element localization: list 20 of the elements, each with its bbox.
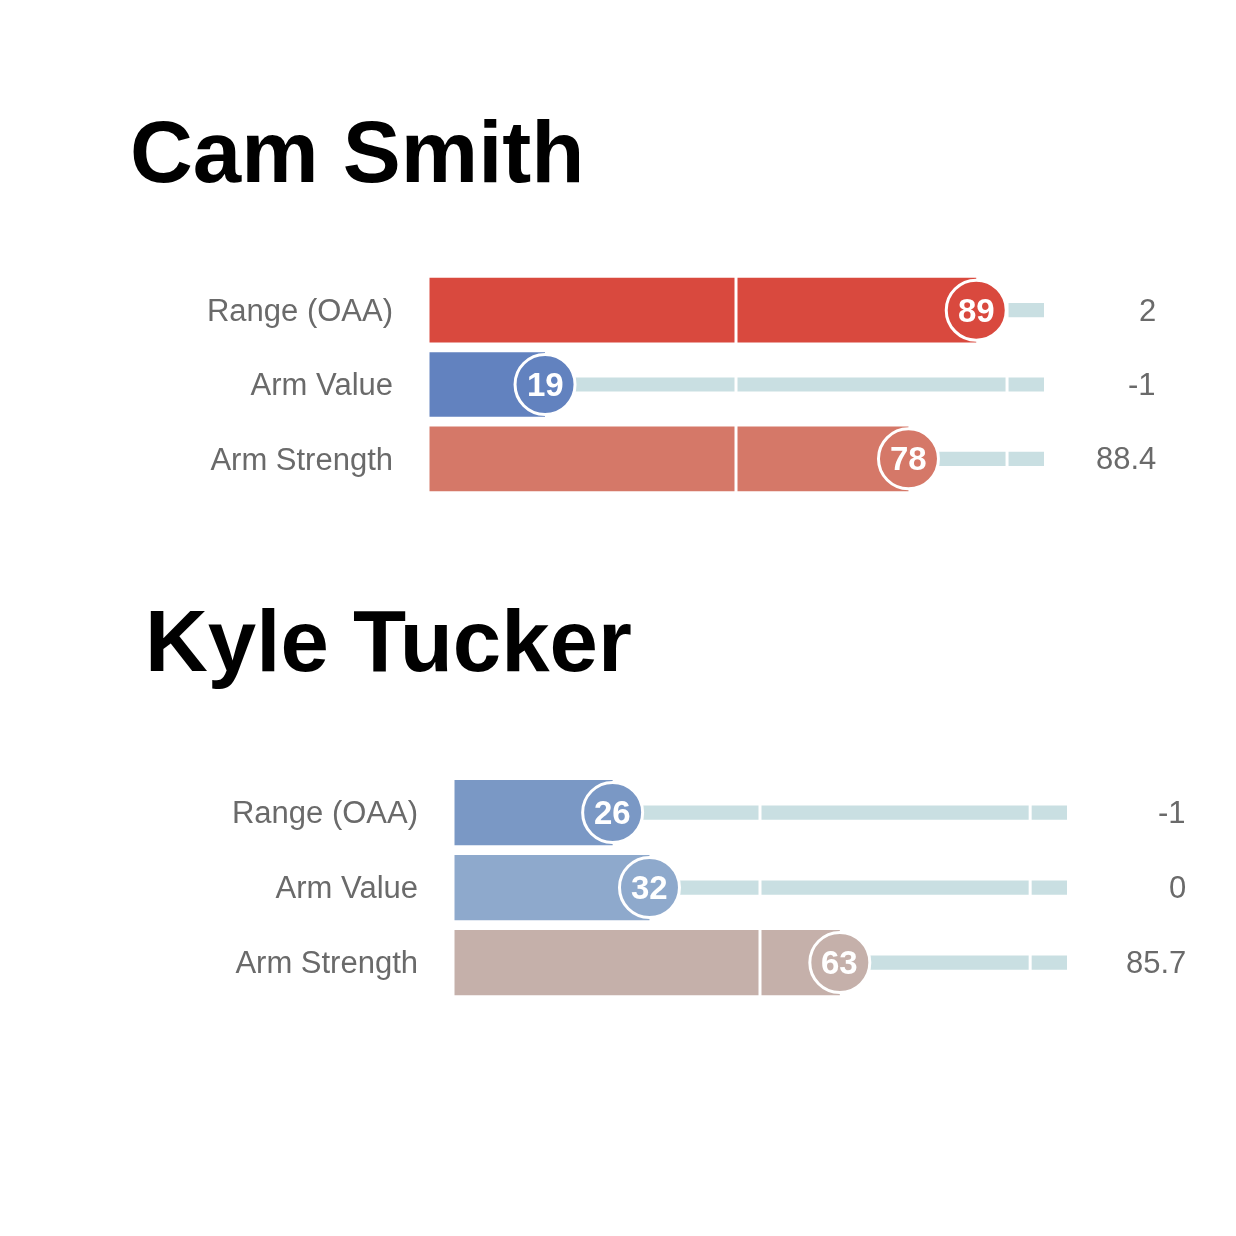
chart-title: Cam Smith <box>130 103 585 200</box>
y-tick-label: Range (OAA) <box>231 795 418 831</box>
data-label: 78 <box>890 440 927 477</box>
text: 85.7 <box>1126 945 1187 980</box>
text: 2 <box>1139 293 1157 328</box>
text: -1 <box>1158 795 1186 830</box>
data-label: 19 <box>527 366 564 403</box>
data-label: 63 <box>821 944 858 981</box>
y-tick-label: Arm Value <box>250 367 393 403</box>
data-label: 89 <box>958 292 995 329</box>
y-tick-label: Arm Value <box>275 870 418 906</box>
chart-title: Kyle Tucker <box>145 592 632 689</box>
y-tick-label: Arm Strength <box>235 945 418 981</box>
data-label: 32 <box>631 869 668 906</box>
text: 88.4 <box>1096 441 1157 476</box>
text: 0 <box>1169 870 1187 905</box>
data-label: 26 <box>594 794 631 831</box>
text: -1 <box>1128 367 1156 402</box>
y-tick-label: Range (OAA) <box>206 293 393 329</box>
y-tick-label: Arm Strength <box>210 441 393 477</box>
